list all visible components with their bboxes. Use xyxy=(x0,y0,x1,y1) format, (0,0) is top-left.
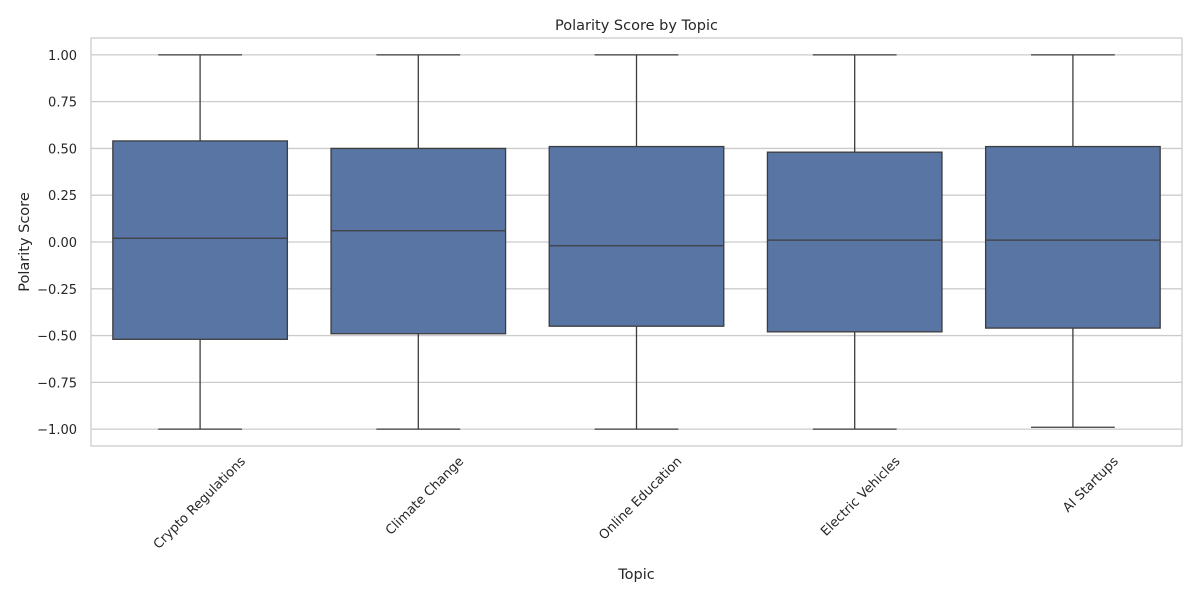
box-group xyxy=(766,54,943,430)
y-tick-label: 0.75 xyxy=(48,96,77,111)
box-group xyxy=(548,54,725,430)
box-group xyxy=(112,54,289,430)
box xyxy=(984,145,1161,329)
box xyxy=(548,145,725,327)
x-tick-label: Crypto Regulations xyxy=(151,454,249,552)
y-tick-label: 1.00 xyxy=(48,49,77,64)
y-tick-label: 0.50 xyxy=(48,142,77,157)
y-axis-label: Polarity Score xyxy=(17,192,33,292)
x-axis: Crypto Regulations Climate Change Online E… xyxy=(151,454,1122,552)
x-axis-label: Topic xyxy=(617,567,654,583)
x-tick-label: AI Startups xyxy=(1060,454,1122,516)
plot-frame xyxy=(90,37,1183,447)
y-tick-label: −0.50 xyxy=(37,330,77,345)
y-tick-label: −1.00 xyxy=(37,423,77,438)
box xyxy=(112,140,289,340)
chart-title: Polarity Score by Topic xyxy=(555,18,718,34)
y-tick-label: 0.25 xyxy=(48,189,77,204)
y-tick-label: −0.75 xyxy=(37,376,77,391)
y-tick-label: 0.00 xyxy=(48,236,77,251)
x-tick-label: Electric Vehicles xyxy=(818,454,903,539)
y-axis: −1.00 −0.75 −0.50 −0.25 0.00 0.25 0.50 0.75 1.00 xyxy=(37,49,77,438)
x-tick-label: Online Education xyxy=(596,454,685,543)
x-tick-label: Climate Change xyxy=(383,454,467,538)
y-tick-label: −0.25 xyxy=(37,283,77,298)
boxes-layer xyxy=(112,54,1161,430)
box-group xyxy=(984,54,1161,428)
box xyxy=(766,151,943,333)
box-group xyxy=(330,54,507,430)
box xyxy=(330,147,507,335)
